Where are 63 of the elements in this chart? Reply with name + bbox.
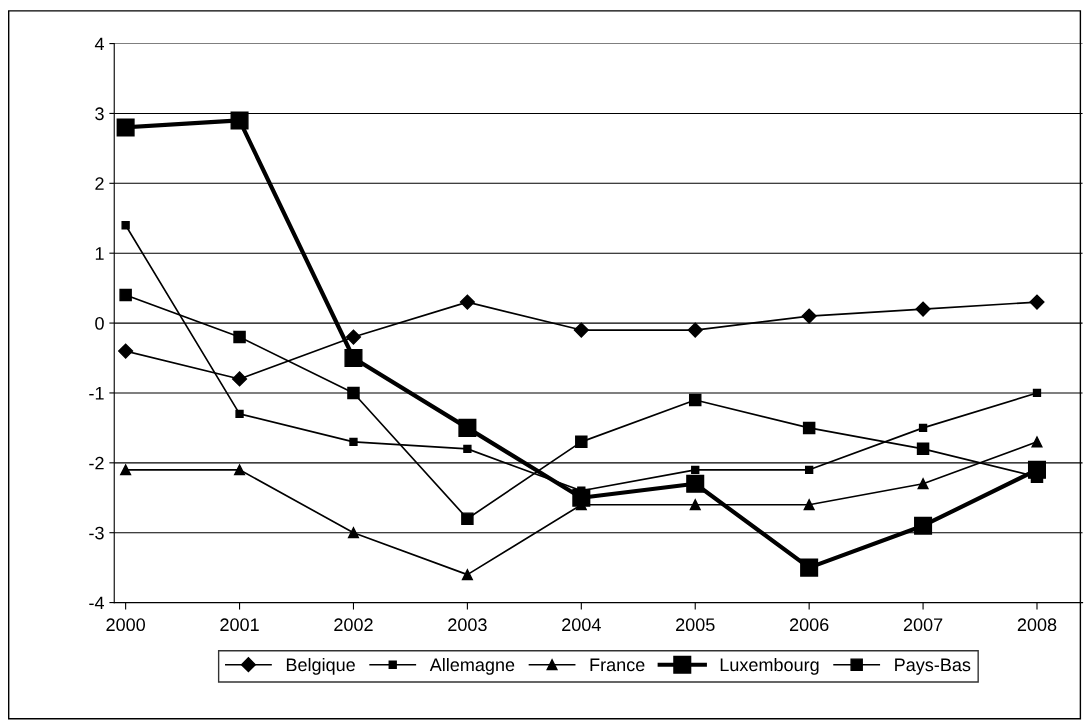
point: [231, 371, 248, 387]
point: [1029, 294, 1045, 310]
point: [686, 474, 705, 493]
y-tick-label: 2: [95, 177, 104, 190]
point: [118, 343, 134, 359]
legend-label: Luxembourg: [720, 657, 819, 675]
x-tick-label: 2001: [220, 618, 259, 632]
legend-label: Pays-Bas: [895, 658, 971, 675]
y-tick-label: -3: [89, 526, 104, 540]
y-tick-label: 0: [95, 317, 104, 330]
point: [120, 464, 132, 476]
point: [687, 322, 703, 338]
y-tick-label: 3: [95, 107, 104, 121]
point: [915, 301, 931, 317]
point: [1032, 388, 1042, 398]
point: [459, 294, 475, 310]
point: [233, 330, 246, 344]
x-tick-label: 2000: [106, 618, 146, 632]
point: [802, 421, 816, 435]
legend-label: Allemagne: [429, 657, 515, 675]
point: [344, 348, 363, 368]
legend-label: Belgique: [286, 657, 355, 675]
point: [347, 386, 360, 400]
point: [345, 329, 362, 345]
point: [230, 111, 249, 130]
point: [233, 464, 246, 476]
point: [691, 465, 700, 474]
point: [918, 423, 928, 433]
point: [347, 527, 360, 539]
point: [575, 435, 588, 449]
point: [1031, 436, 1043, 448]
x-tick-label: 2005: [676, 618, 715, 632]
x-tick-label: 2008: [1017, 618, 1057, 632]
point: [573, 322, 589, 338]
point: [463, 444, 472, 454]
legend-label: France: [590, 658, 645, 672]
point: [916, 442, 930, 456]
point: [917, 478, 929, 490]
point: [119, 288, 132, 302]
point: [235, 409, 244, 419]
y-tick-label: -2: [89, 456, 104, 470]
y-tick-label: -4: [89, 596, 104, 610]
point: [461, 569, 473, 581]
point: [688, 393, 702, 407]
point: [349, 437, 358, 447]
x-tick-label: 2003: [448, 618, 487, 632]
x-tick-label: 2004: [562, 618, 601, 632]
point: [689, 499, 701, 511]
point: [801, 308, 817, 324]
point: [121, 221, 130, 230]
point: [116, 118, 135, 137]
point: [458, 418, 477, 437]
x-tick-label: 2007: [903, 618, 943, 632]
y-tick-label: 4: [94, 37, 104, 51]
point: [914, 516, 933, 535]
x-tick-label: 2002: [334, 618, 373, 632]
y-tick-label: -1: [89, 387, 104, 400]
point: [461, 512, 474, 525]
x-tick-label: 2006: [789, 618, 829, 632]
point: [804, 465, 814, 474]
y-tick-label: 1: [95, 247, 104, 260]
point: [800, 558, 819, 577]
point: [803, 499, 815, 511]
